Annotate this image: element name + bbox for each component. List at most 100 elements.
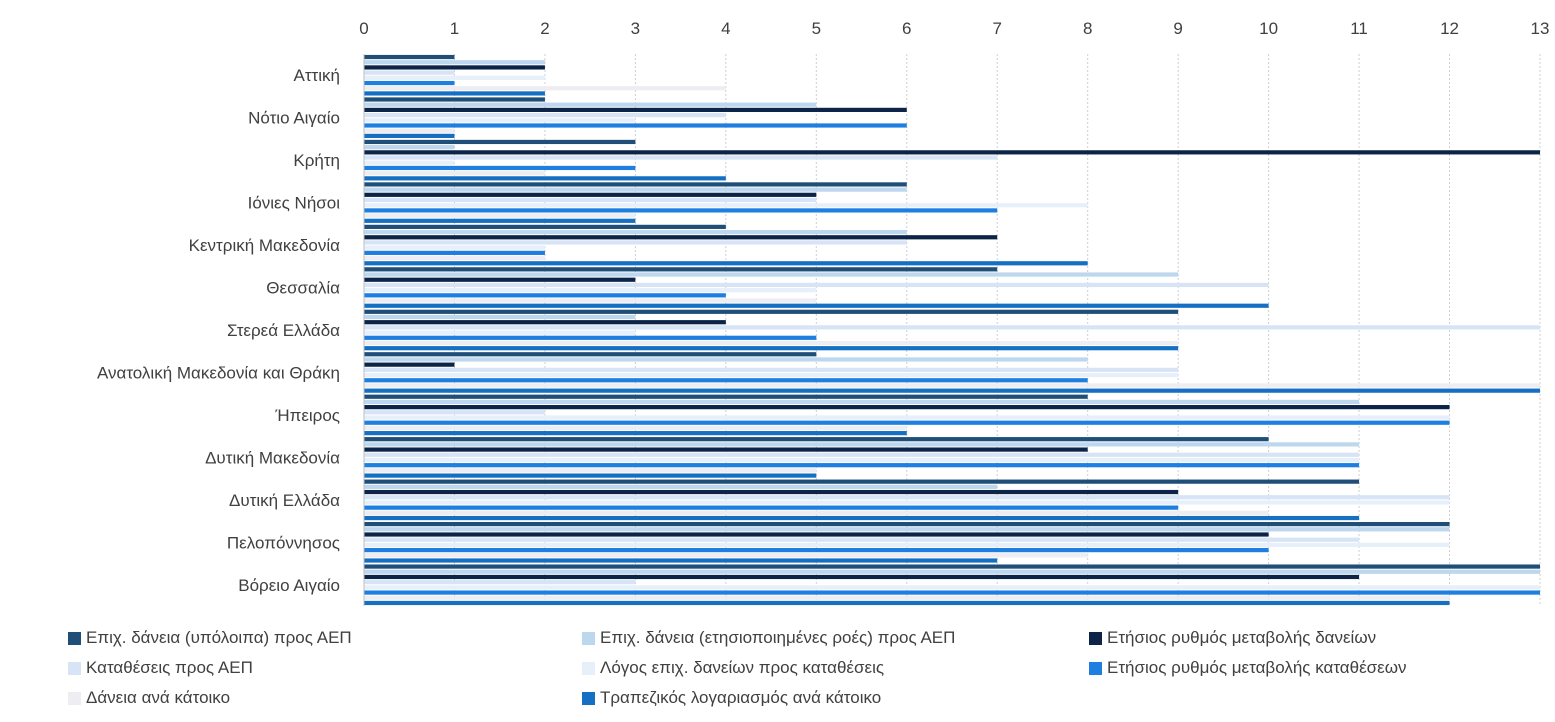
bar bbox=[364, 112, 726, 118]
bar bbox=[364, 367, 1179, 372]
legend-item: Επιχ. δάνεια (υπόλοιπα) προς ΑΕΠ bbox=[68, 628, 352, 648]
category-label: Κρήτη bbox=[293, 151, 340, 170]
bar bbox=[364, 580, 636, 585]
bar bbox=[364, 590, 1540, 595]
bar bbox=[364, 357, 1088, 362]
bar bbox=[364, 569, 1540, 574]
bar bbox=[364, 600, 1450, 606]
bar bbox=[364, 378, 1088, 383]
bar bbox=[364, 484, 998, 489]
bar bbox=[364, 75, 545, 80]
category-label: Δυτική Μακεδονία bbox=[205, 448, 340, 467]
bar bbox=[364, 240, 907, 245]
category-label: Στερεά Ελλάδα bbox=[227, 321, 340, 340]
bar bbox=[364, 102, 817, 107]
legend-swatch bbox=[1089, 631, 1102, 645]
legend-label: Ετήσιος ρυθμός μεταβολής καταθέσεων bbox=[1107, 658, 1407, 677]
bar bbox=[364, 218, 636, 223]
bar bbox=[364, 235, 998, 240]
bar bbox=[364, 261, 1088, 266]
category-label: Κεντρική Μακεδονία bbox=[189, 236, 341, 255]
category-label: Νότιο Αιγαίο bbox=[248, 109, 340, 128]
bar bbox=[364, 537, 1360, 542]
bar bbox=[364, 420, 1450, 425]
bar bbox=[364, 54, 455, 60]
bar bbox=[364, 213, 636, 218]
bar bbox=[364, 574, 1360, 580]
bar bbox=[364, 558, 998, 563]
bar bbox=[364, 346, 1179, 351]
legend-item: Τραπεζικός λογαριασμός ανά κάτοικο bbox=[582, 688, 881, 708]
bar bbox=[364, 399, 1360, 405]
bar bbox=[364, 139, 636, 145]
bar bbox=[364, 182, 907, 187]
category-label: Θεσσαλία bbox=[266, 279, 340, 298]
bar bbox=[364, 288, 817, 293]
bar bbox=[364, 165, 636, 171]
bar bbox=[364, 187, 907, 192]
bar bbox=[364, 60, 545, 65]
bar bbox=[364, 405, 1450, 410]
bar bbox=[364, 527, 1450, 532]
bar bbox=[364, 272, 1179, 277]
x-tick-label: 3 bbox=[631, 19, 640, 38]
bar bbox=[364, 224, 726, 229]
bar bbox=[364, 245, 545, 250]
bar bbox=[364, 80, 455, 86]
legend-label: Λόγος επιχ. δανείων προς καταθέσεις bbox=[600, 658, 885, 677]
bar bbox=[364, 208, 998, 213]
legend-item: Ετήσιος ρυθμός μεταβολής καταθέσεων bbox=[1089, 658, 1407, 678]
bar bbox=[364, 118, 636, 123]
bar bbox=[364, 542, 1450, 548]
bar bbox=[364, 452, 1360, 457]
bar bbox=[364, 325, 1540, 330]
bar bbox=[364, 500, 1450, 505]
category-label: Ανατολική Μακεδονία και Θράκη bbox=[97, 363, 340, 382]
bar bbox=[364, 457, 1360, 463]
bar bbox=[364, 277, 636, 282]
bar bbox=[364, 91, 545, 96]
bar bbox=[364, 65, 545, 70]
legend-label: Δάνεια ανά κάτοικο bbox=[86, 688, 231, 707]
bar bbox=[364, 340, 1179, 346]
bar bbox=[364, 97, 545, 102]
bar bbox=[364, 410, 545, 415]
bar bbox=[364, 489, 1179, 495]
bar bbox=[364, 133, 455, 138]
x-tick-label: 4 bbox=[721, 19, 730, 38]
bar bbox=[364, 176, 726, 181]
bar bbox=[364, 388, 1540, 393]
x-tick-label: 8 bbox=[1083, 19, 1092, 38]
x-tick-label: 13 bbox=[1531, 19, 1550, 38]
bar bbox=[364, 128, 455, 133]
category-label: Ήπειρος bbox=[274, 406, 340, 425]
bar bbox=[364, 267, 998, 272]
bar bbox=[364, 192, 817, 197]
category-label: Πελοπόννησος bbox=[227, 533, 340, 552]
bar bbox=[364, 437, 1269, 442]
legend-swatch bbox=[68, 631, 81, 645]
legend-label: Τραπεζικός λογαριασμός ανά κάτοικο bbox=[600, 688, 882, 707]
bar bbox=[364, 309, 1179, 314]
bar bbox=[364, 442, 1360, 447]
bar bbox=[364, 585, 1540, 590]
bar bbox=[364, 298, 817, 303]
bar bbox=[364, 553, 1088, 558]
category-labels: Αττική Νότιο Αιγαίο Κρήτη Ιόνιες Νήσοι Κεντρ… bbox=[97, 66, 340, 595]
x-tick-label: 12 bbox=[1440, 19, 1459, 38]
bar bbox=[364, 123, 907, 128]
bar bbox=[364, 431, 907, 436]
bar bbox=[364, 505, 1179, 510]
legend-label: Καταθέσεις προς ΑΕΠ bbox=[86, 658, 253, 677]
bars bbox=[364, 54, 1540, 606]
legend-swatch bbox=[582, 661, 595, 675]
bar bbox=[364, 150, 1540, 155]
bar bbox=[364, 548, 1269, 553]
x-tick-label: 2 bbox=[540, 19, 549, 38]
bar bbox=[364, 70, 455, 75]
bar bbox=[364, 468, 817, 473]
bar bbox=[364, 595, 1450, 600]
bar bbox=[364, 320, 726, 325]
bar bbox=[364, 197, 817, 203]
category-label: Βόρειο Αιγαίο bbox=[238, 576, 340, 595]
